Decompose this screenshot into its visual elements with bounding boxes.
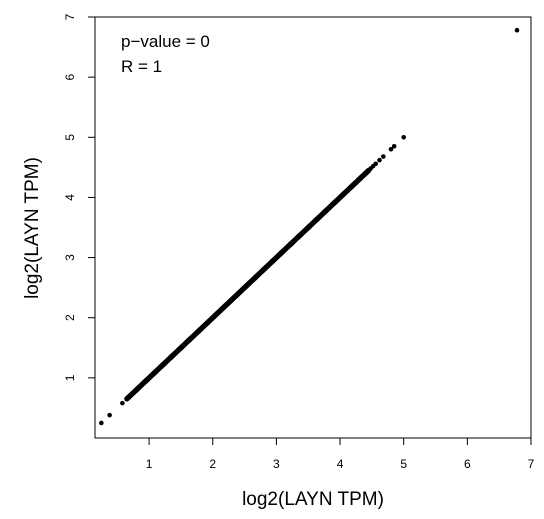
- p-value-annotation: p−value = 0: [121, 32, 210, 51]
- x-tick-label: 7: [528, 457, 535, 471]
- y-axis: 1 2 3 4 5 6 7: [63, 13, 95, 381]
- data-point: [377, 157, 382, 163]
- x-tick-label: 3: [273, 457, 280, 471]
- data-point: [514, 27, 520, 33]
- data-point: [388, 147, 394, 152]
- points-layer: [99, 27, 520, 426]
- y-tick-label: 7: [63, 13, 77, 20]
- data-point: [401, 134, 407, 140]
- x-tick-label: 2: [209, 457, 216, 471]
- data-point: [391, 144, 397, 149]
- data-point: [99, 420, 104, 426]
- data-point: [381, 154, 386, 159]
- x-tick-label: 6: [464, 457, 471, 471]
- y-tick-label: 5: [63, 134, 77, 141]
- data-point: [373, 161, 378, 167]
- x-tick-label: 1: [146, 457, 153, 471]
- data-point: [120, 400, 125, 406]
- y-tick-label: 4: [63, 194, 77, 201]
- y-tick-label: 1: [63, 374, 77, 381]
- x-tick-label: 4: [337, 457, 344, 471]
- y-axis-title: log2(LAYN TPM): [22, 157, 43, 299]
- x-axis: 1 2 3 4 5 6 7: [146, 438, 535, 471]
- x-tick-label: 5: [400, 457, 407, 471]
- r-value-annotation: R = 1: [121, 57, 162, 76]
- y-tick-label: 2: [63, 314, 77, 321]
- plot-box: [94, 16, 532, 439]
- data-point: [107, 412, 112, 418]
- y-tick-label: 3: [63, 254, 77, 261]
- y-tick-label: 6: [63, 73, 77, 80]
- x-axis-title: log2(LAYN TPM): [242, 489, 384, 510]
